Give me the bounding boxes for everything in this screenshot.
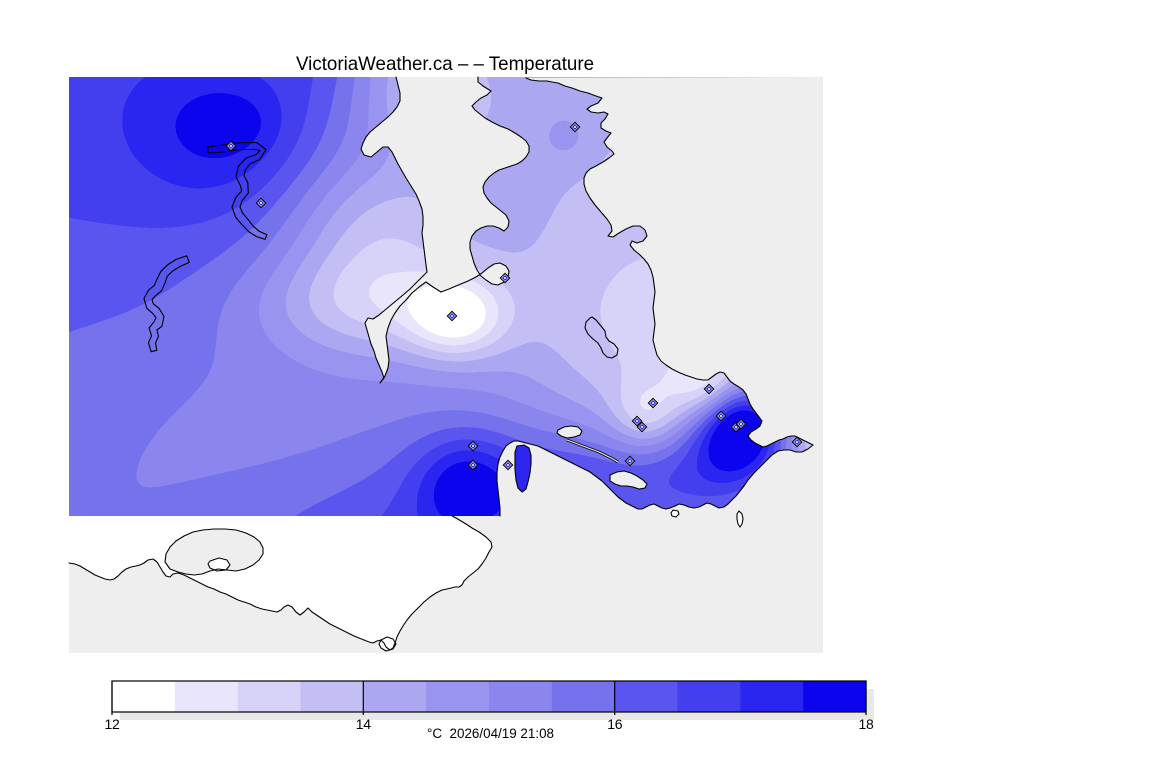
svg-text:12: 12: [105, 716, 120, 732]
svg-text:18: 18: [859, 716, 874, 732]
svg-text:16: 16: [607, 716, 622, 732]
svg-text:14: 14: [356, 716, 371, 732]
svg-text:°C 2026/04/19 21:08: °C 2026/04/19 21:08: [427, 726, 554, 741]
svg-text:VictoriaWeather.ca – – Tempera: VictoriaWeather.ca – – Temperature: [296, 53, 594, 75]
